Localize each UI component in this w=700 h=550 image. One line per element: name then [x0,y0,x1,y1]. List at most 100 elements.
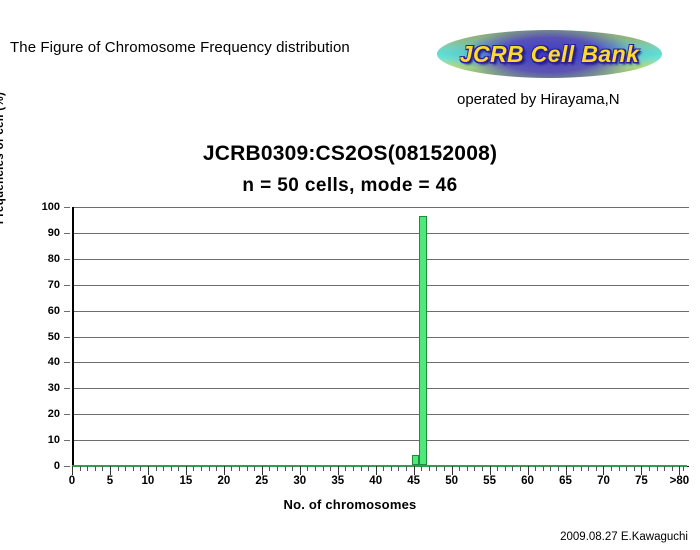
x-tick-60 [527,466,529,475]
x-tick-58 [512,466,514,471]
y-tick-mark-90 [64,232,70,234]
y-tick-mark-70 [64,284,70,286]
x-tick-12 [163,466,165,471]
x-tick-25 [261,466,263,475]
x-tick-21 [231,466,233,471]
x-tick-15 [185,466,187,475]
gridline-50 [74,336,689,338]
x-tick-68 [588,466,590,471]
x-tick-35 [337,466,339,475]
x-tick-65 [565,466,567,475]
x-tick-label-70: 70 [597,475,610,487]
x-tick-label-20: 20 [217,475,231,487]
x-tick-9 [140,466,142,471]
x-tick-54 [482,466,483,471]
x-tick-label-10: 10 [141,475,155,487]
x-tick-63 [550,466,552,471]
y-tick-mark-50 [64,336,70,338]
x-tick-2 [87,466,89,471]
x-tick-label->80: >80 [669,475,690,487]
x-tick-57 [504,466,506,471]
bar-45 [411,454,420,465]
x-tick-label-60: 60 [521,475,534,487]
x-tick-label-40: 40 [369,475,383,487]
x-tick-46 [421,466,423,471]
x-tick-42 [390,466,392,471]
x-tick-75 [641,466,643,475]
y-tick-label-20: 20 [47,408,60,421]
x-tick-38 [360,466,362,471]
y-tick-mark-30 [64,388,70,390]
x-tick-24 [254,466,256,471]
x-tick-71 [611,466,613,471]
x-tick-32 [314,466,316,471]
x-tick-73 [626,466,628,471]
gridline-90 [74,232,689,234]
y-tick-label-0: 0 [53,460,60,472]
x-tick-29 [292,466,294,471]
x-tick-17 [201,466,203,471]
y-tick-mark-10 [64,440,70,442]
x-tick-30 [299,466,301,475]
x-tick-37 [352,466,354,471]
y-tick-label-90: 90 [47,226,60,239]
x-tick-31 [307,466,309,471]
x-tick-61 [535,466,537,471]
x-tick-13 [170,466,172,471]
chart-title: JCRB0309:CS2OS(08152008) [202,142,498,165]
x-tick-50 [451,466,453,475]
x-tick-76 [649,466,651,471]
x-axis-label: No. of chromosomes [283,497,417,512]
x-tick-66 [573,466,575,471]
x-tick-7 [125,466,127,471]
x-tick-label-30: 30 [293,475,307,487]
gridline-30 [74,388,689,390]
x-tick-79 [671,466,673,471]
x-tick-minor [683,466,685,471]
y-tick-mark-80 [64,258,70,260]
x-tick-34 [330,466,332,471]
y-tick-mark-60 [64,310,70,312]
x-tick-40 [375,466,377,475]
x-tick-59 [519,466,521,471]
plot-area [72,207,689,467]
y-tick-mark-100 [64,207,70,208]
y-tick-label-40: 40 [47,356,60,369]
x-tick-label-55: 55 [483,475,496,487]
x-tick-5 [109,466,111,475]
x-tick-70 [603,466,605,475]
x-tick-26 [269,466,271,471]
gridline-20 [74,414,689,416]
footer-credit: 2009.08.27 E.Kawaguchi [560,531,688,543]
x-tick-23 [246,466,248,471]
page-title: The Figure of Chromosome Frequency distr… [10,39,350,56]
x-tick-6 [117,466,119,471]
x-tick-43 [398,466,400,471]
x-tick-67 [580,466,582,471]
x-tick-47 [428,466,430,471]
y-tick-mark-40 [64,362,70,364]
gridline-10 [74,440,689,442]
x-tick-10 [147,466,149,475]
y-tick-mark-0 [64,466,70,467]
x-tick-48 [436,466,438,471]
x-tick-28 [284,466,286,471]
x-tick-label-65: 65 [559,475,572,487]
x-tick-label-35: 35 [331,475,345,487]
x-tick-16 [193,466,195,471]
y-tick-mark-20 [64,414,70,416]
x-tick-33 [322,466,324,471]
x-tick-20 [223,466,225,475]
x-tick-4 [102,466,104,471]
x-tick-18 [208,466,210,471]
x-tick-69 [595,466,597,471]
x-tick-0 [72,466,73,475]
x-tick-label-5: 5 [106,475,114,487]
x-tick-8 [132,466,134,471]
x-tick-77 [656,466,658,471]
gridline-80 [74,258,689,260]
x-tick-51 [459,466,461,471]
x-tick-39 [368,466,370,471]
x-tick-11 [155,466,157,471]
x-axis-baseline [72,465,687,467]
